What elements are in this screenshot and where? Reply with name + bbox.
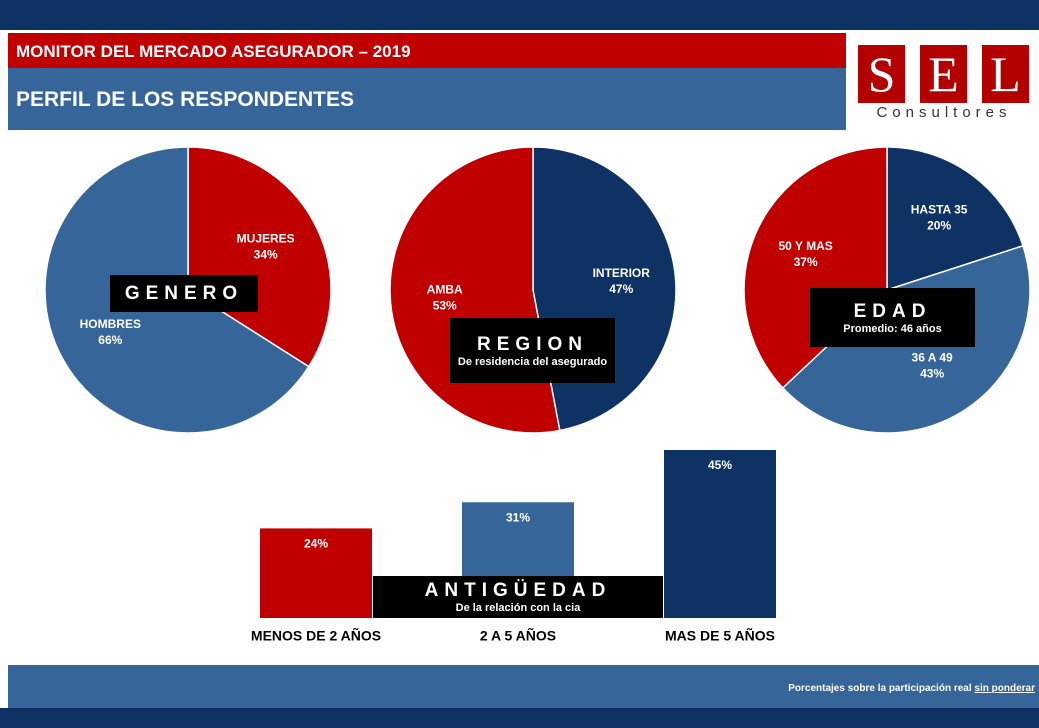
annotation-sub: De residencia del asegurado <box>457 355 608 368</box>
subtitle: PERFIL DE LOS RESPONDENTES <box>16 88 354 111</box>
logo-subtitle: Consultores <box>876 104 1012 121</box>
slice-value: 43% <box>920 366 944 380</box>
category-label: MAS DE 5 AÑOS <box>665 627 775 644</box>
annotation-box: EDAD Promedio: 46 años <box>810 288 975 347</box>
bar-label: 31% <box>506 510 530 524</box>
annotation-box: GENERO <box>110 275 258 312</box>
slice-value: 47% <box>609 282 633 296</box>
slice-label: MUJERES <box>237 231 295 245</box>
slice-value: 53% <box>433 299 457 313</box>
slice-value: 20% <box>927 218 951 232</box>
category-label: MENOS DE 2 AÑOS <box>251 627 381 644</box>
pie-slice <box>886 146 1024 292</box>
annotation: ANTIGÜEDAD <box>424 580 612 601</box>
slice-label: AMBA <box>427 283 463 297</box>
title-band <box>8 33 846 68</box>
pie-slice <box>532 146 677 432</box>
logo-letter: E <box>920 45 967 103</box>
bar-label: 45% <box>708 458 732 472</box>
bar <box>664 450 776 618</box>
slice-label: 50 Y MAS <box>778 239 832 253</box>
annotation: GENERO <box>124 282 244 304</box>
slice-value: 34% <box>254 247 278 261</box>
footer-band <box>8 665 1039 708</box>
annotation: REGION <box>477 333 588 355</box>
bottom-bar <box>0 708 1039 728</box>
link[interactable]: sin ponderar <box>974 683 1035 694</box>
subtitle-band <box>8 68 846 130</box>
logo-letter: L <box>982 45 1029 103</box>
title: MONITOR DEL MERCADO ASEGURADOR – 2019 <box>16 42 411 61</box>
bar <box>260 528 372 618</box>
slice-value: 66% <box>98 333 122 347</box>
annotation-box: REGION De residencia del asegurado <box>450 318 615 383</box>
annotation-sub: Promedio: 46 años <box>843 322 942 335</box>
top-bar <box>0 0 1039 30</box>
category-label: 2 A 5 AÑOS <box>480 627 556 644</box>
pie-slice <box>743 146 888 389</box>
bar-label: 24% <box>304 537 328 551</box>
slice-label: 36 A 49 <box>912 350 953 364</box>
note: Porcentajes sobre la participación real <box>788 683 972 694</box>
slice-label: INTERIOR <box>593 266 651 280</box>
slice-label: HASTA 35 <box>911 202 968 216</box>
slice-value: 37% <box>794 255 818 269</box>
annotation-box: ANTIGÜEDAD De la relación con la cia <box>373 576 663 618</box>
annotation: EDAD <box>853 300 932 322</box>
slice-label: HOMBRES <box>80 317 141 331</box>
annotation-sub: De la relación con la cia <box>455 602 581 614</box>
footer-note: Porcentajes sobre la participación real … <box>788 683 1035 694</box>
logo-letter: S <box>858 45 905 103</box>
